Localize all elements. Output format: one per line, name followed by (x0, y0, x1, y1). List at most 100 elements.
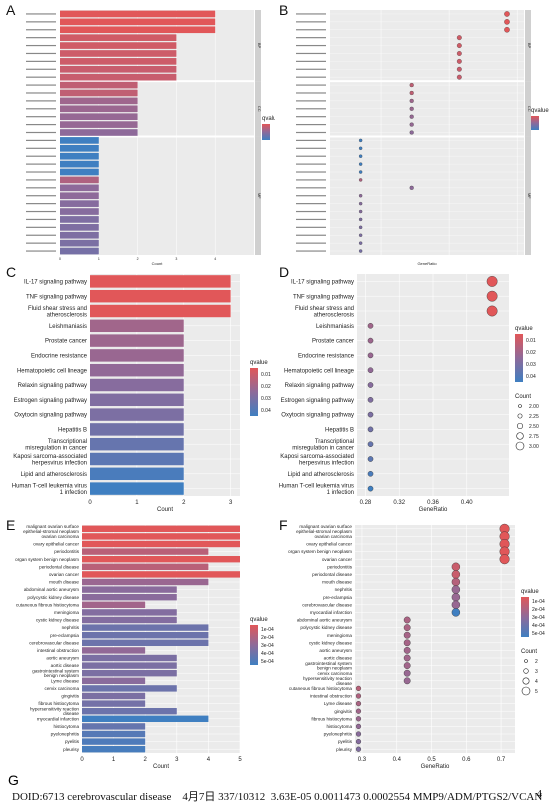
category-label-placeholder (26, 179, 56, 181)
category-label-placeholder (26, 242, 56, 244)
facet-label: CC (257, 106, 262, 112)
category-label: ovarian cancer (49, 572, 80, 577)
bar (90, 289, 231, 303)
category-label-placeholder (296, 250, 326, 252)
x-tick-label: 0.5 (427, 757, 436, 763)
category-label-placeholder (26, 52, 56, 55)
bar (60, 18, 216, 26)
dot (367, 367, 374, 373)
category-label-placeholder (26, 147, 56, 149)
bar (82, 700, 146, 707)
dot (451, 600, 461, 610)
category-label: organ system benign neoplasm (288, 549, 352, 554)
dot (451, 608, 461, 617)
category-label: aortic disease (51, 663, 80, 668)
x-tick-label: 5 (238, 757, 242, 763)
bar (60, 121, 138, 128)
legend-tick-label: 0.03 (526, 362, 536, 368)
bar (60, 65, 177, 73)
category-label: Hematopoietic cell lineage (284, 368, 355, 374)
legend-title: qvalue (521, 589, 539, 595)
panel-f-label: F (279, 517, 288, 533)
dot (358, 209, 363, 214)
bar (60, 160, 99, 168)
panel-a-label: A (6, 2, 16, 18)
dot (456, 66, 462, 72)
x-tick-label: 0.4 (393, 757, 402, 763)
dot (403, 662, 411, 670)
x-tick-label: 1 (98, 257, 100, 261)
x-tick-label: 0.28 (360, 500, 372, 506)
category-label: mouth disease (49, 580, 79, 585)
category-label: Leishmaniasis (49, 324, 87, 330)
category-label-placeholder (26, 218, 56, 221)
bar (90, 349, 184, 362)
legend-size-circle (516, 422, 524, 430)
legend-tick-label: 5 (535, 689, 538, 695)
category-label-placeholder (296, 52, 326, 55)
dot (367, 456, 374, 462)
dot (355, 693, 362, 699)
category-label: intestinal obstruction (37, 648, 79, 653)
x-tick-label: 4 (214, 257, 216, 261)
category-label: myocardial infarction (310, 610, 353, 615)
category-label-placeholder (26, 13, 56, 15)
facet-label: MF (257, 193, 262, 199)
category-label-placeholder (296, 171, 326, 173)
bar (60, 216, 99, 223)
dot (504, 19, 510, 25)
dot (358, 225, 363, 230)
category-label-placeholder (296, 60, 326, 62)
bar (60, 144, 99, 152)
category-label: Hepatitis B (325, 428, 354, 434)
bar (60, 137, 99, 144)
x-tick-label: 2 (182, 500, 186, 506)
category-label: ovary epithelial cancer (33, 542, 79, 547)
category-label: cutaneous fibrous histiocytoma (16, 602, 80, 607)
dot (367, 337, 374, 344)
category-label: pleurisy (336, 747, 353, 752)
x-tick-label: 0 (59, 257, 61, 261)
category-label: IL-17 signaling pathway (24, 280, 87, 286)
category-label-placeholder (26, 203, 56, 205)
category-label-placeholder (296, 76, 326, 78)
bar (82, 639, 209, 646)
plot-background (82, 525, 240, 753)
category-label-placeholder (296, 131, 326, 134)
bar (82, 647, 146, 654)
category-label-placeholder (26, 68, 56, 70)
dot (403, 624, 411, 632)
dot (486, 275, 498, 287)
dot (504, 26, 510, 33)
dot (456, 43, 462, 48)
category-label: Human T-cell leukemia virus 1 infection (279, 484, 354, 496)
category-label: periodontal disease (39, 564, 79, 569)
category-label: ovarian cancer (322, 557, 353, 562)
legend-size-circle (516, 432, 524, 440)
category-label: abdominal aortic aneurysm (24, 587, 79, 592)
dot (409, 98, 414, 103)
dot (403, 639, 411, 647)
legend-tick-label: 0.03 (261, 396, 271, 402)
dot (486, 305, 498, 317)
bar (90, 334, 184, 347)
bar (82, 571, 240, 578)
category-label-placeholder (296, 155, 326, 157)
category-label: ovarian carcinoma (314, 534, 352, 539)
bar (82, 525, 240, 532)
dot (403, 669, 411, 677)
category-label: malignant ovarian surface epithelial-stro… (296, 524, 352, 534)
category-label: Transcriptional misregulation in cancer (292, 439, 354, 451)
category-label: Kaposi sarcoma-associated herpesvirus inf… (13, 454, 87, 466)
category-label: gastrointestinal system benign neoplasm (32, 668, 79, 678)
category-label: Endocrine resistance (31, 354, 88, 360)
category-label: histiocytoma (326, 724, 352, 729)
bar (82, 616, 177, 624)
bar (60, 192, 99, 200)
category-label-placeholder (26, 44, 56, 47)
facet-label: BP (527, 43, 532, 49)
dot (358, 162, 363, 166)
legend-title: qvalue (262, 116, 275, 122)
bar (60, 81, 138, 89)
category-label: polycystic kidney disease (300, 625, 352, 630)
